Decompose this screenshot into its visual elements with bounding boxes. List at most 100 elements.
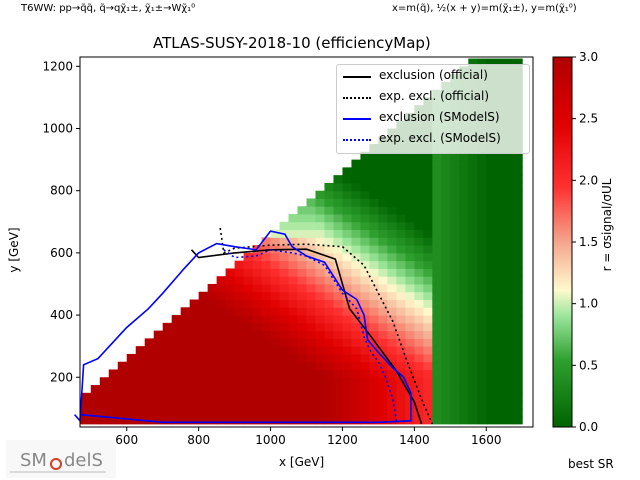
heatmap-cell <box>189 400 200 409</box>
heatmap-cell <box>405 385 415 394</box>
heatmap-cell <box>423 252 433 262</box>
heatmap-cell <box>126 361 137 370</box>
heatmap-cell <box>495 369 505 378</box>
heatmap-cell <box>288 283 299 293</box>
heatmap-cell <box>351 377 361 386</box>
heatmap-cell <box>387 299 397 308</box>
heatmap-cell <box>378 307 388 316</box>
heatmap-cell <box>441 330 451 339</box>
heatmap-cell <box>450 167 460 176</box>
heatmap-cell <box>216 291 227 301</box>
heatmap-cell <box>477 260 487 269</box>
heatmap-cell <box>369 392 379 402</box>
heatmap-cell <box>486 416 496 425</box>
heatmap-cell <box>504 58 514 67</box>
heatmap-cell <box>450 315 460 324</box>
mass-definition-label: x=m(q̃), ½(x + y)=m(χ̃₁±), y=m(χ̃₁⁰) <box>392 3 577 14</box>
heatmap-cell <box>135 353 146 363</box>
heatmap-cell <box>342 229 352 238</box>
heatmap-cell <box>486 245 496 254</box>
colorbar-tick-label: 2.0 <box>579 173 598 187</box>
heatmap-cell <box>360 361 370 370</box>
heatmap-cell <box>324 283 334 293</box>
heatmap-cell <box>513 190 523 199</box>
heatmap-cell <box>513 330 523 339</box>
heatmap-cell <box>405 159 415 168</box>
heatmap-cell <box>351 369 361 378</box>
heatmap-cell <box>405 315 415 324</box>
heatmap-cell <box>405 190 415 199</box>
heatmap-cell <box>504 377 514 386</box>
heatmap-cell <box>405 276 415 285</box>
heatmap-cell <box>243 307 254 316</box>
heatmap-cell <box>252 353 263 363</box>
heatmap-cell <box>279 353 290 363</box>
heatmap-cell <box>315 268 325 277</box>
heatmap-cell <box>288 353 299 363</box>
heatmap-cell <box>513 361 523 370</box>
heatmap-cell <box>315 346 325 355</box>
heatmap-cell <box>378 283 388 293</box>
heatmap-cell <box>216 307 227 316</box>
heatmap-cell <box>342 198 352 207</box>
heatmap-cell <box>369 221 379 231</box>
heatmap-cell <box>441 361 451 370</box>
heatmap-cell <box>234 330 245 339</box>
heatmap-cell <box>414 392 424 402</box>
heatmap-cell <box>441 315 451 324</box>
heatmap-cell <box>405 283 415 293</box>
heatmap-cell <box>351 408 361 417</box>
heatmap-cell <box>423 276 433 285</box>
heatmap-cell <box>396 283 406 293</box>
heatmap-cell <box>216 353 227 363</box>
heatmap-cell <box>486 361 496 370</box>
heatmap-cell <box>396 268 406 277</box>
heatmap-cell <box>351 221 361 231</box>
heatmap-cell <box>81 408 92 417</box>
heatmap-cell <box>477 252 487 262</box>
heatmap-cell <box>513 159 523 168</box>
heatmap-cell <box>270 392 281 402</box>
x-tick-label: 1000 <box>255 433 286 447</box>
heatmap-cell <box>459 385 469 394</box>
heatmap-cell <box>171 353 182 363</box>
heatmap-cell <box>315 206 325 215</box>
heatmap-cell <box>333 361 343 370</box>
heatmap-cell <box>432 260 442 269</box>
heatmap-cell <box>252 385 263 394</box>
heatmap-cell <box>378 182 388 192</box>
heatmap-cell <box>342 237 352 246</box>
heatmap-cell <box>333 268 343 277</box>
heatmap-cell <box>369 291 379 301</box>
heatmap-cell <box>387 408 397 417</box>
heatmap-cell <box>405 369 415 378</box>
heatmap-cell <box>126 353 137 363</box>
heatmap-cell <box>324 338 334 347</box>
heatmap-cell <box>117 385 128 394</box>
heatmap-cell <box>243 260 254 269</box>
heatmap-cell <box>252 346 263 355</box>
heatmap-cell <box>459 260 469 269</box>
heatmap-cell <box>270 330 281 339</box>
heatmap-cell <box>459 221 469 231</box>
heatmap-cell <box>234 338 245 347</box>
heatmap-cell <box>135 361 146 370</box>
heatmap-cell <box>198 416 209 425</box>
heatmap-cell <box>333 198 343 207</box>
heatmap-cell <box>216 400 227 409</box>
heatmap-cell <box>378 315 388 324</box>
heatmap-cell <box>441 198 451 207</box>
heatmap-cell <box>450 385 460 394</box>
heatmap-cell <box>504 346 514 355</box>
heatmap-cell <box>360 206 370 215</box>
heatmap-cell <box>441 416 451 425</box>
heatmap-cell <box>207 400 218 409</box>
heatmap-cell <box>486 338 496 347</box>
heatmap-cell <box>216 392 227 402</box>
heatmap-cell <box>261 392 272 402</box>
heatmap-cell <box>279 385 290 394</box>
heatmap-cell <box>495 182 505 192</box>
heatmap-cell <box>450 151 460 161</box>
heatmap-cell <box>297 408 307 417</box>
heatmap-cell <box>369 361 379 370</box>
